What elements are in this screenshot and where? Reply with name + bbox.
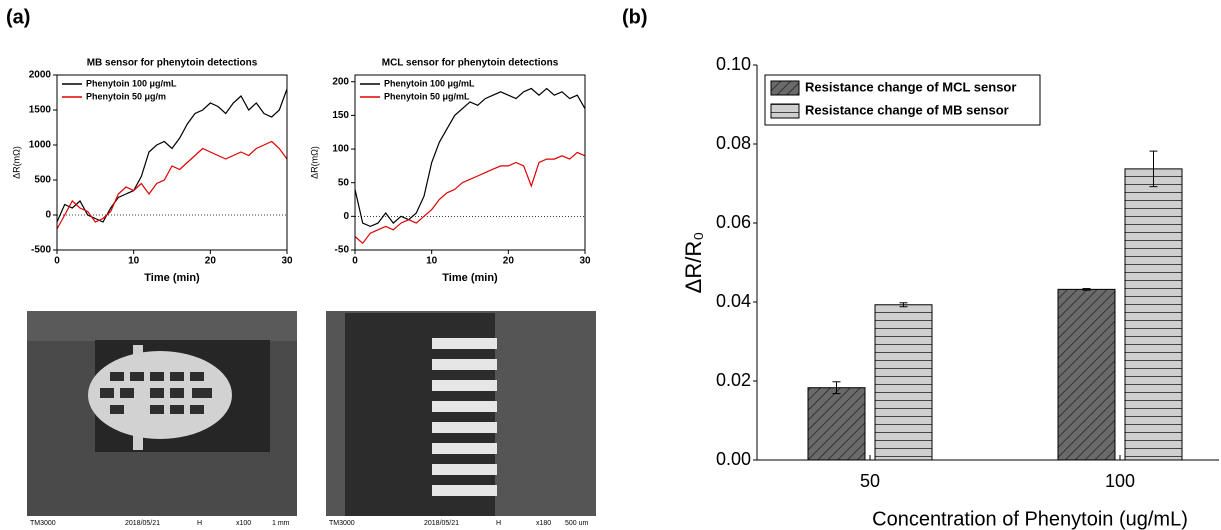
x-tick-label: 50 — [860, 471, 880, 491]
x-tick-label: 30 — [281, 256, 293, 267]
x-tick-label: 20 — [205, 256, 217, 267]
sem-caption: TM3000 — [329, 520, 355, 527]
legend-label: Phenytoin 100 μg/mL — [384, 78, 475, 88]
y-tick-label: 0.10 — [716, 54, 751, 74]
y-axis-label: ΔR(mΩ) — [11, 146, 21, 179]
y-tick-label: 1000 — [29, 140, 52, 151]
y-axis-label: ΔR/R₀ — [681, 232, 706, 294]
sem-image — [27, 311, 297, 530]
panel-label: (a) — [6, 6, 30, 28]
x-axis-label: Time (min) — [442, 272, 498, 284]
legend-swatch — [770, 80, 800, 96]
legend-label: Resistance change of MB sensor — [805, 102, 1009, 117]
sem-caption: x180 — [536, 520, 551, 527]
y-tick-label: 100 — [332, 144, 349, 155]
bar — [1057, 288, 1116, 461]
legend-swatch — [770, 103, 800, 119]
sem-caption: H — [496, 520, 501, 527]
legend-label: Resistance change of MCL sensor — [805, 79, 1016, 94]
y-tick-label: 0 — [343, 211, 349, 222]
y-tick-label: -500 — [31, 245, 51, 256]
y-tick-label: 500 — [34, 175, 51, 186]
sem-caption: H — [197, 520, 202, 527]
y-tick-label: -50 — [335, 245, 350, 256]
line-series — [56, 140, 288, 230]
y-tick-label: 0.04 — [716, 291, 751, 311]
x-tick-label: 10 — [426, 256, 438, 267]
x-tick-label: 100 — [1105, 471, 1135, 491]
y-tick-label: 2000 — [29, 70, 52, 81]
line-series — [56, 88, 288, 223]
legend-label: Phenytoin 50 μg/m — [86, 91, 166, 101]
y-tick-label: 150 — [332, 110, 349, 121]
x-tick-label: 30 — [579, 256, 591, 267]
x-tick-label: 20 — [503, 256, 515, 267]
x-axis-label: Concentration of Phenytoin (ug/mL) — [872, 508, 1188, 530]
plot-frame — [56, 74, 288, 251]
x-tick-label: 0 — [352, 256, 358, 267]
sem-caption: x100 — [236, 520, 251, 527]
sem-caption: 1 mm — [272, 520, 290, 527]
legend-label: Phenytoin 50 μg/mL — [384, 91, 470, 101]
x-tick-label: 0 — [54, 256, 60, 267]
panel-label: (b) — [622, 6, 648, 28]
legend-frame — [764, 74, 1041, 126]
bar — [807, 387, 866, 461]
line-series — [354, 151, 586, 245]
y-tick-label: 200 — [332, 76, 349, 87]
y-tick-label: 0.02 — [716, 370, 751, 390]
chart-title: MCL sensor for phenytoin detections — [382, 58, 559, 69]
legend-label: Phenytoin 100 μg/mL — [86, 78, 177, 88]
chart-title: MB sensor for phenytoin detections — [87, 58, 258, 69]
y-tick-label: 0.06 — [716, 212, 751, 232]
x-axis-label: Time (min) — [144, 272, 200, 284]
bar — [874, 304, 933, 461]
y-tick-label: 1500 — [29, 105, 52, 116]
sem-caption: 2018/05/21 — [125, 520, 160, 527]
sem-caption: 500 um — [565, 520, 589, 527]
bar — [1124, 168, 1183, 461]
y-tick-label: 0.08 — [716, 133, 751, 153]
x-tick-label: 10 — [128, 256, 140, 267]
y-axis-label: ΔR(mΩ) — [309, 146, 319, 179]
sem-caption: 2018/05/21 — [424, 520, 459, 527]
sem-image — [326, 311, 596, 530]
y-tick-label: 0 — [45, 210, 51, 221]
y-tick-label: 0.00 — [716, 449, 751, 469]
sem-caption: TM3000 — [30, 520, 56, 527]
line-series — [354, 87, 586, 228]
plot-frame — [354, 74, 586, 251]
y-tick-label: 50 — [338, 177, 350, 188]
